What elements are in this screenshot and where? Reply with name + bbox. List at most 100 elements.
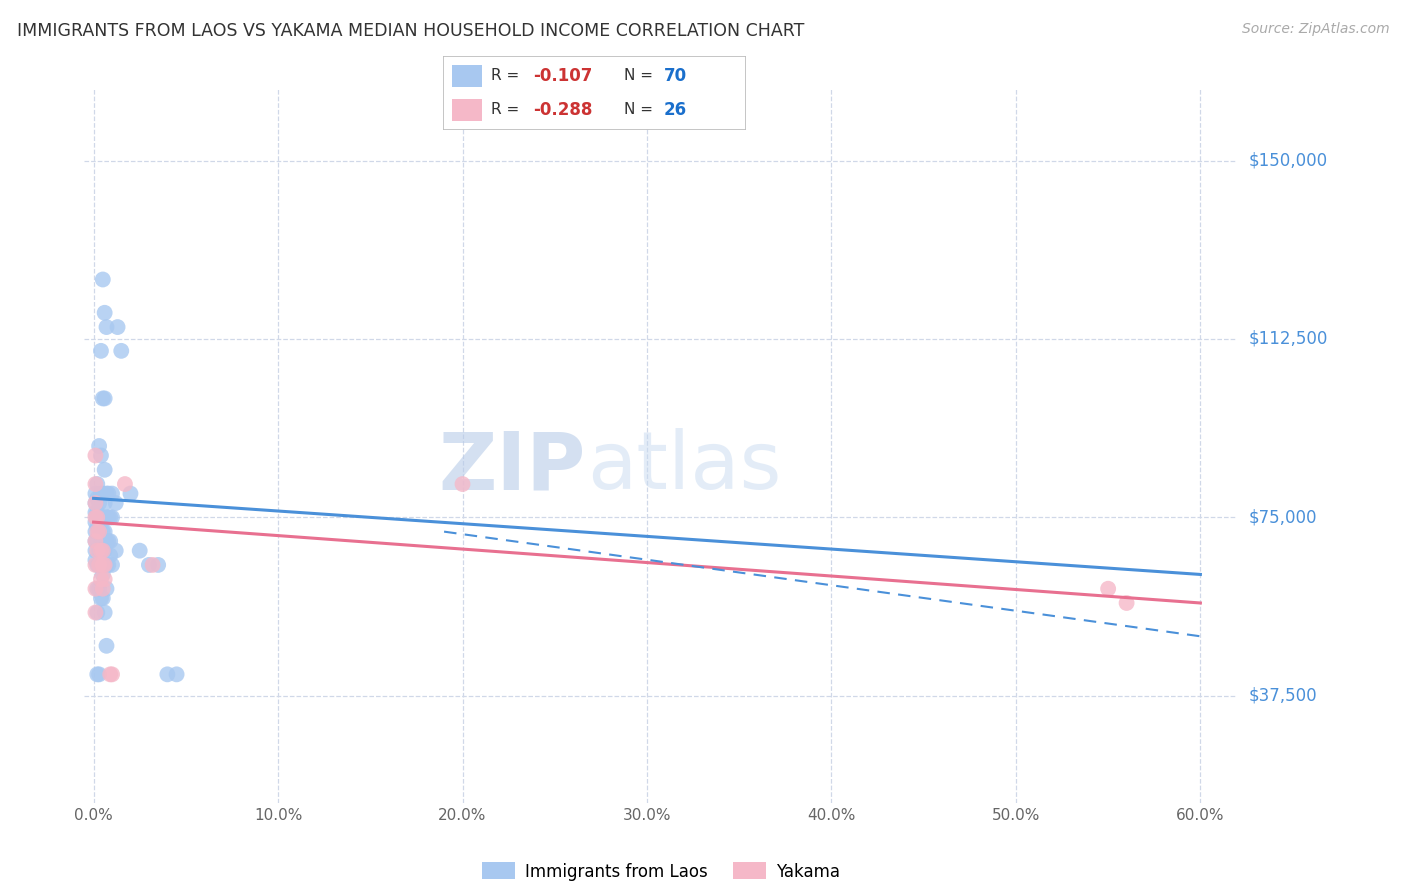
Text: N =: N =	[624, 102, 658, 117]
Point	[86, 491, 108, 506]
Point	[91, 591, 114, 606]
Bar	[451, 99, 482, 120]
Text: N =: N =	[624, 69, 658, 84]
Point	[87, 439, 110, 453]
Point	[91, 272, 114, 286]
Text: Source: ZipAtlas.com: Source: ZipAtlas.com	[1241, 22, 1389, 37]
Point	[86, 606, 108, 620]
Text: -0.288: -0.288	[534, 101, 593, 119]
Point	[91, 510, 114, 524]
Text: 26: 26	[664, 101, 686, 119]
Point	[90, 543, 112, 558]
Point	[84, 606, 107, 620]
Point	[87, 667, 110, 681]
Point	[90, 534, 112, 549]
Text: $112,500: $112,500	[1249, 330, 1327, 348]
Bar	[451, 65, 482, 87]
Point	[101, 667, 124, 681]
Point	[110, 343, 132, 358]
Point	[451, 477, 474, 491]
Point	[91, 543, 114, 558]
Point	[1097, 582, 1119, 596]
Point	[104, 496, 127, 510]
Point	[96, 639, 118, 653]
Point	[84, 506, 107, 520]
Point	[86, 510, 108, 524]
Text: -0.107: -0.107	[534, 67, 593, 85]
Point	[97, 486, 120, 500]
Text: 70: 70	[664, 67, 686, 85]
Point	[120, 486, 142, 500]
Point	[87, 496, 110, 510]
Point	[84, 524, 107, 539]
Point	[84, 510, 107, 524]
Text: atlas: atlas	[588, 428, 782, 507]
Point	[90, 449, 112, 463]
Point	[96, 534, 118, 549]
Point	[84, 486, 107, 500]
Point	[86, 667, 108, 681]
Point	[101, 558, 124, 572]
Point	[93, 524, 115, 539]
Point	[146, 558, 169, 572]
Point	[84, 543, 107, 558]
Point	[86, 543, 108, 558]
Point	[93, 392, 115, 406]
Point	[84, 582, 107, 596]
Point	[90, 572, 112, 586]
Point	[97, 534, 120, 549]
Point	[86, 524, 108, 539]
Point	[97, 558, 120, 572]
Point	[91, 582, 114, 596]
Point	[87, 543, 110, 558]
Point	[84, 449, 107, 463]
Point	[87, 558, 110, 572]
Point	[86, 534, 108, 549]
Point	[104, 543, 127, 558]
Point	[91, 524, 114, 539]
Point	[96, 320, 118, 334]
Point	[98, 667, 121, 681]
Point	[84, 553, 107, 567]
Legend: Immigrants from Laos, Yakama: Immigrants from Laos, Yakama	[475, 855, 846, 888]
Point	[93, 463, 115, 477]
Point	[87, 524, 110, 539]
Point	[96, 486, 118, 500]
Point	[96, 510, 118, 524]
Point	[98, 534, 121, 549]
Point	[90, 510, 112, 524]
Point	[91, 392, 114, 406]
Point	[114, 477, 136, 491]
Point	[90, 558, 112, 572]
Point	[87, 524, 110, 539]
Point	[84, 477, 107, 491]
Point	[93, 496, 115, 510]
Point	[93, 543, 115, 558]
Point	[84, 496, 107, 510]
Point	[87, 582, 110, 596]
Point	[93, 558, 115, 572]
Point	[107, 320, 129, 334]
Text: $150,000: $150,000	[1249, 152, 1327, 169]
Point	[84, 534, 107, 549]
Point	[96, 582, 118, 596]
Text: IMMIGRANTS FROM LAOS VS YAKAMA MEDIAN HOUSEHOLD INCOME CORRELATION CHART: IMMIGRANTS FROM LAOS VS YAKAMA MEDIAN HO…	[17, 22, 804, 40]
Point	[93, 606, 115, 620]
Point	[166, 667, 188, 681]
Point	[86, 477, 108, 491]
Point	[91, 567, 114, 582]
Point	[87, 558, 110, 572]
Point	[93, 572, 115, 586]
Point	[84, 534, 107, 549]
Point	[1115, 596, 1137, 610]
Point	[97, 510, 120, 524]
Point	[156, 667, 179, 681]
Point	[86, 506, 108, 520]
Point	[91, 543, 114, 558]
Point	[138, 558, 160, 572]
Point	[101, 486, 124, 500]
Point	[86, 582, 108, 596]
Text: R =: R =	[491, 69, 524, 84]
Point	[86, 520, 108, 534]
Point	[98, 510, 121, 524]
